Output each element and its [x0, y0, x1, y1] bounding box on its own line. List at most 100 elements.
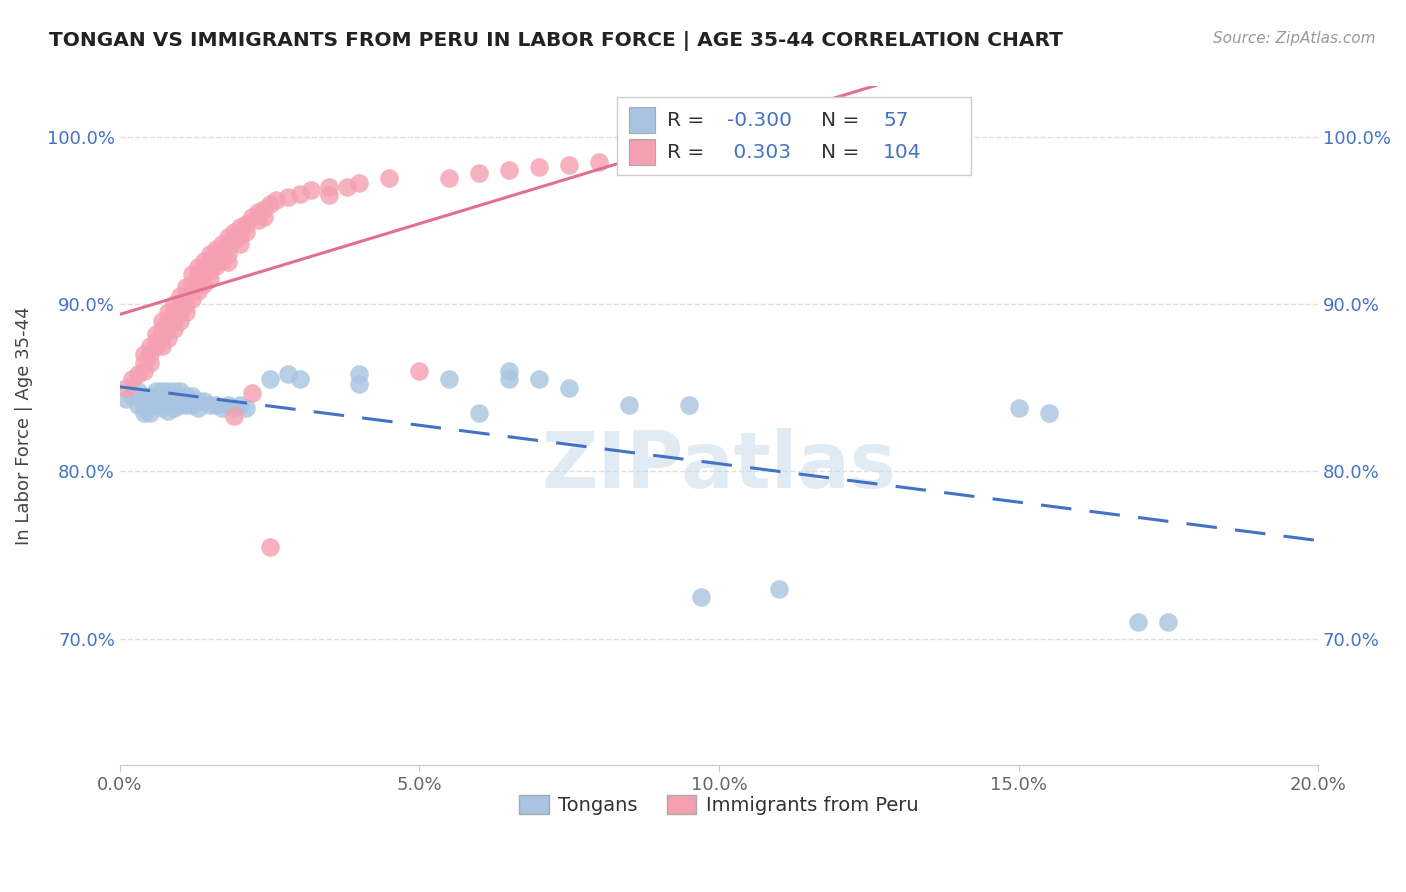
Point [156, 404, 179, 418]
Point [114, 381, 136, 395]
Point [163, 297, 186, 311]
Point [228, 220, 250, 235]
Point [193, 277, 215, 291]
Point [198, 272, 221, 286]
Point [174, 297, 197, 311]
Point [150, 401, 173, 415]
Point [252, 210, 274, 224]
Point [288, 186, 311, 201]
Point [217, 247, 239, 261]
Point [132, 401, 155, 415]
Point [217, 397, 239, 411]
Point [217, 255, 239, 269]
Point [138, 397, 160, 411]
Point [318, 179, 340, 194]
Point [235, 217, 257, 231]
Point [336, 179, 359, 194]
Point [132, 392, 155, 407]
Point [163, 305, 186, 319]
Point [235, 225, 257, 239]
Point [156, 384, 179, 398]
Point [468, 406, 491, 420]
Point [156, 392, 179, 407]
Text: N =: N = [821, 111, 866, 129]
Point [121, 389, 143, 403]
Point [180, 284, 202, 298]
Point [132, 364, 155, 378]
Point [163, 392, 186, 407]
Point [193, 253, 215, 268]
Point [617, 397, 640, 411]
Point [204, 250, 226, 264]
Point [408, 364, 430, 378]
Point [240, 210, 263, 224]
Point [217, 230, 239, 244]
Point [276, 190, 298, 204]
Point [121, 372, 143, 386]
Point [349, 177, 371, 191]
Point [138, 339, 160, 353]
Point [204, 259, 226, 273]
Point [678, 397, 700, 411]
Point [169, 384, 191, 398]
Point [150, 392, 173, 407]
Point [145, 327, 167, 342]
Point [439, 171, 461, 186]
Point [163, 401, 186, 415]
Text: R =: R = [668, 143, 711, 161]
Point [132, 406, 155, 420]
Point [211, 236, 233, 251]
Point [138, 406, 160, 420]
Point [150, 314, 173, 328]
Text: 104: 104 [883, 143, 922, 161]
Point [768, 582, 790, 596]
Point [349, 368, 371, 382]
Point [127, 384, 149, 398]
Point [145, 334, 167, 348]
Point [204, 242, 226, 256]
Point [259, 196, 281, 211]
Point [145, 384, 167, 398]
Point [138, 389, 160, 403]
Point [138, 356, 160, 370]
Point [169, 297, 191, 311]
Point [174, 305, 197, 319]
Point [276, 368, 298, 382]
Point [180, 277, 202, 291]
Point [156, 397, 179, 411]
Point [169, 314, 191, 328]
Point [150, 322, 173, 336]
FancyBboxPatch shape [628, 139, 655, 165]
Point [498, 372, 520, 386]
Point [1157, 615, 1180, 630]
Point [150, 330, 173, 344]
Point [150, 384, 173, 398]
Point [211, 401, 233, 415]
Point [163, 384, 186, 398]
Point [259, 540, 281, 554]
Point [187, 401, 209, 415]
Point [163, 322, 186, 336]
Point [150, 339, 173, 353]
Point [527, 160, 550, 174]
Point [222, 225, 245, 239]
Point [138, 347, 160, 361]
Y-axis label: In Labor Force | Age 35-44: In Labor Force | Age 35-44 [15, 306, 32, 545]
Point [174, 397, 197, 411]
Point [1128, 615, 1150, 630]
Point [193, 268, 215, 283]
Point [145, 339, 167, 353]
FancyBboxPatch shape [617, 96, 970, 175]
Point [114, 392, 136, 407]
Point [228, 228, 250, 243]
Point [468, 166, 491, 180]
Point [259, 372, 281, 386]
Text: -0.300: -0.300 [727, 111, 793, 129]
Point [174, 389, 197, 403]
Point [887, 143, 910, 157]
Point [498, 163, 520, 178]
Point [204, 397, 226, 411]
Point [169, 305, 191, 319]
Point [211, 253, 233, 268]
Text: TONGAN VS IMMIGRANTS FROM PERU IN LABOR FORCE | AGE 35-44 CORRELATION CHART: TONGAN VS IMMIGRANTS FROM PERU IN LABOR … [49, 31, 1063, 51]
